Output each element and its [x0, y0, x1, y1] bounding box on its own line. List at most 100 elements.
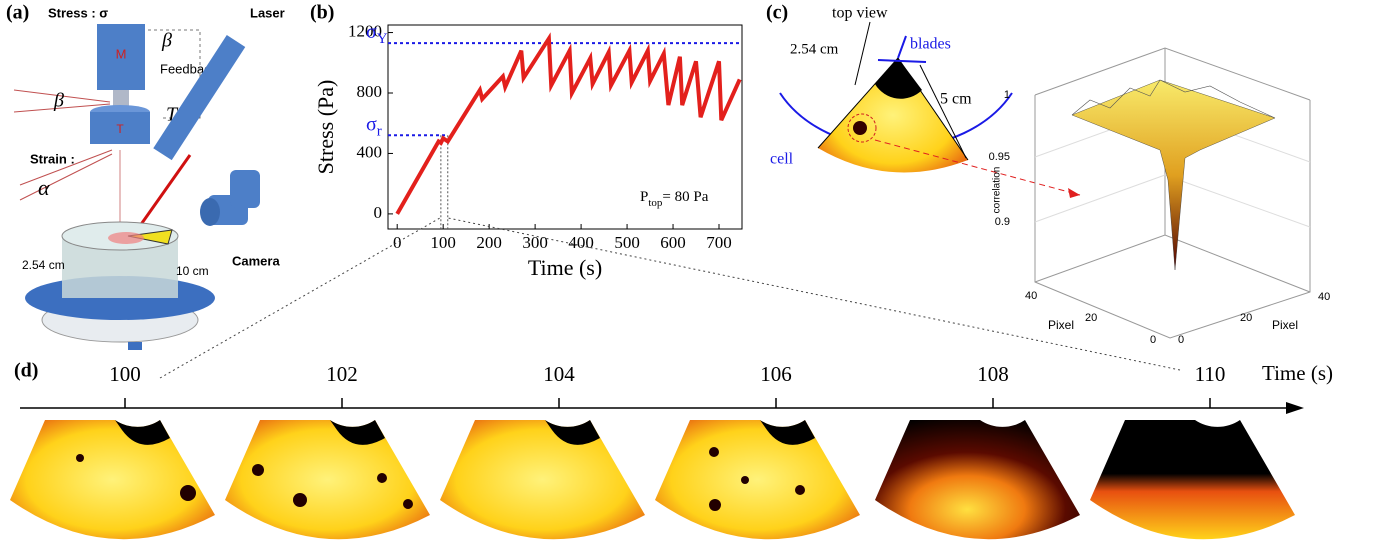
zoom-connector [159, 217, 441, 379]
label: β [53, 90, 64, 112]
circle [403, 499, 413, 509]
surface [1071, 79, 1276, 271]
tick: 20 [1240, 312, 1252, 324]
time-label: 100 [109, 362, 141, 386]
label: α [38, 175, 50, 200]
symbol: σ [366, 113, 377, 135]
circle [252, 464, 264, 476]
x-tick-label: 500 [614, 233, 640, 252]
symbol: σ [366, 21, 377, 43]
path [115, 420, 170, 445]
path [545, 420, 600, 445]
circle [795, 485, 805, 495]
panel-d: (d) Time (s) 100 102 104 106 108 110 [10, 217, 1333, 540]
x-tick-label: 100 [430, 233, 456, 252]
polyline [1034, 234, 1311, 293]
label: 2.54 cm [790, 41, 839, 57]
tick: 0 [1150, 334, 1156, 346]
tick: 40 [1318, 291, 1330, 303]
label: blades [910, 36, 951, 53]
edge [817, 57, 899, 149]
x-tick-label: 600 [660, 233, 686, 252]
label: 10 cm [176, 264, 209, 278]
label: Strain : [30, 151, 75, 166]
label: M [116, 46, 127, 61]
panel-label: (c) [766, 2, 788, 24]
blade [877, 59, 927, 63]
subscript: Y [377, 32, 388, 48]
reference-label: σr [366, 113, 382, 140]
camera [230, 170, 260, 208]
x-tick-label: 700 [706, 233, 732, 252]
motor [97, 24, 145, 90]
label: top view [832, 5, 888, 22]
line [19, 153, 113, 201]
foot [128, 342, 142, 350]
label: 2.54 cm [22, 258, 65, 272]
data-line [395, 32, 742, 215]
y-tick-label: 400 [357, 142, 383, 161]
label: 5 cm [940, 91, 972, 108]
arrow [874, 139, 1081, 196]
label: cell [770, 151, 794, 168]
laser [153, 34, 246, 161]
circle [76, 454, 84, 462]
tick: 0 [1178, 334, 1184, 346]
speckle-image [875, 420, 1080, 540]
z-label: correlation [992, 167, 1003, 214]
z-tick: 0.95 [989, 151, 1010, 163]
speckle-image [10, 420, 215, 540]
path [330, 420, 385, 445]
surface-edge [1071, 79, 1276, 119]
line [1034, 174, 1166, 223]
spots [76, 447, 805, 511]
line [1164, 174, 1311, 228]
circle [180, 485, 196, 501]
subscript: r [377, 124, 382, 140]
circle [709, 447, 719, 457]
x-axis-label: Time (s) [528, 255, 602, 280]
speckle-image [440, 420, 645, 540]
camera-lens [200, 198, 220, 226]
time-label: 102 [326, 362, 358, 386]
circle [709, 499, 721, 511]
y-tick-label: 800 [357, 82, 383, 101]
transducer [90, 112, 150, 144]
panel-b: (b) 0 100 200 300 400 500 600 700 0 400 800 1200 Tim… [310, 2, 743, 280]
time-label: 104 [543, 362, 575, 386]
speckle-dark [875, 58, 922, 99]
feedback-loop [148, 29, 201, 119]
label: Laser [250, 5, 285, 20]
spot [853, 121, 867, 135]
time-label: 108 [977, 362, 1009, 386]
line [19, 149, 113, 186]
label: β [161, 30, 172, 52]
circle [741, 476, 749, 484]
annotation: Ptop= 80 Pa [640, 189, 709, 208]
arrowhead [1068, 188, 1080, 198]
notches [115, 420, 815, 445]
y-axis-label: Stress (Pa) [313, 80, 338, 175]
time-label: 106 [760, 362, 792, 386]
label: Camera [232, 253, 280, 268]
zoom-connector [447, 217, 1181, 371]
blade [897, 35, 907, 59]
polyline [1034, 47, 1311, 101]
tick: 40 [1025, 290, 1037, 302]
axis-label: Pixel [1272, 318, 1298, 332]
x-tick-label: 0 [393, 233, 402, 252]
annotation-rest: = 80 Pa [662, 189, 708, 205]
arrowhead [1286, 402, 1304, 414]
label: Stress : σ [48, 5, 108, 20]
dim [919, 64, 967, 159]
blade [127, 229, 173, 245]
speckle-image [818, 58, 968, 173]
panel-a: (a) Stress : σ M T β Feedback T β Strain… [6, 2, 285, 350]
annotation-main: P [640, 189, 648, 205]
time-label: 110 [1195, 362, 1226, 386]
speckle-image [225, 420, 430, 540]
dim [854, 21, 871, 86]
panel-label: (d) [14, 360, 38, 382]
z-tick: 0.9 [995, 216, 1010, 228]
tick: 20 [1085, 312, 1097, 324]
